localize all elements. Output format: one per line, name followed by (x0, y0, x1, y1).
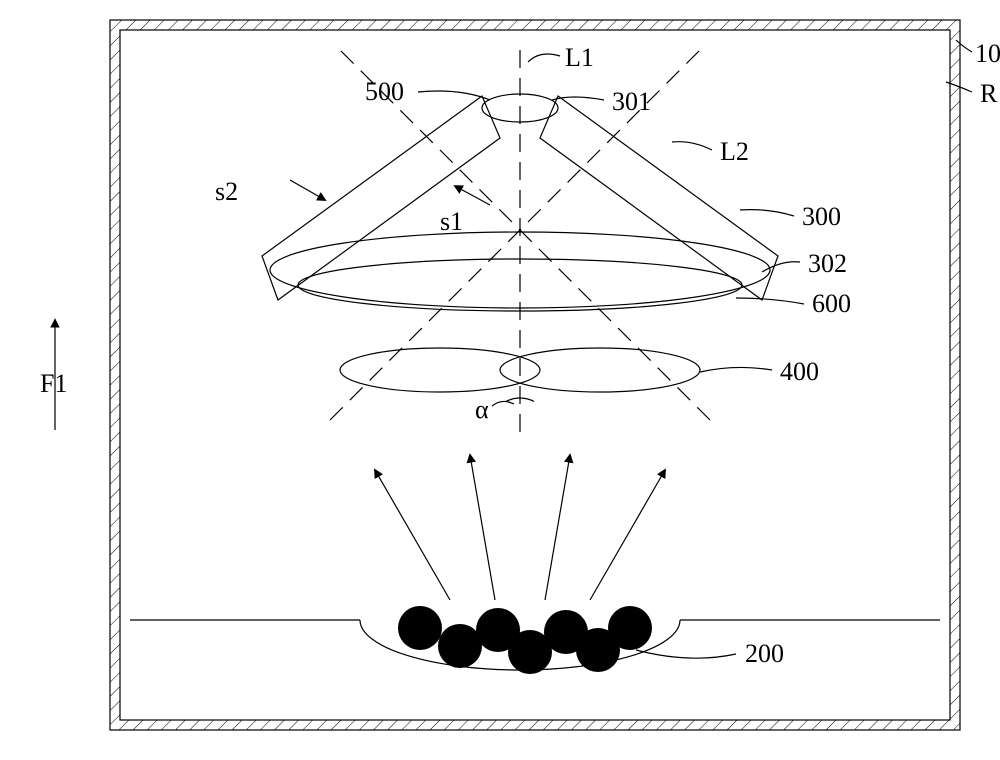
leader (528, 54, 560, 62)
leader (492, 401, 514, 406)
chamber-hatch (110, 20, 960, 730)
propeller-left (340, 348, 540, 392)
label: α (475, 395, 489, 424)
label: s1 (440, 207, 463, 236)
s2-pointer (290, 180, 325, 200)
label: R (980, 79, 998, 108)
cone-base-ellipse (270, 232, 770, 308)
leader (672, 142, 712, 150)
chamber-inner (120, 30, 950, 720)
label: 301 (612, 87, 651, 116)
particle (438, 624, 482, 668)
vapor-ray (545, 455, 570, 600)
label: F1 (40, 369, 67, 398)
label: s2 (215, 177, 238, 206)
label: 100 (975, 39, 1000, 68)
label: 300 (802, 202, 841, 231)
label: 400 (780, 357, 819, 386)
vapor-ray (375, 470, 450, 600)
label: L1 (565, 43, 594, 72)
particle (608, 606, 652, 650)
leader (636, 650, 736, 658)
propeller-right (500, 348, 700, 392)
leader (762, 262, 800, 272)
leader (700, 367, 772, 372)
cone-slab-right (540, 96, 778, 300)
leader (740, 210, 794, 216)
label: 600 (812, 289, 851, 318)
label: 302 (808, 249, 847, 278)
particle (398, 606, 442, 650)
chamber-outer (110, 20, 960, 730)
vapor-ray (470, 455, 495, 600)
label: L2 (720, 137, 749, 166)
cone-slab-left (262, 96, 500, 300)
leader (736, 298, 804, 304)
label: 500 (365, 77, 404, 106)
label: 200 (745, 639, 784, 668)
vapor-ray (590, 470, 665, 600)
